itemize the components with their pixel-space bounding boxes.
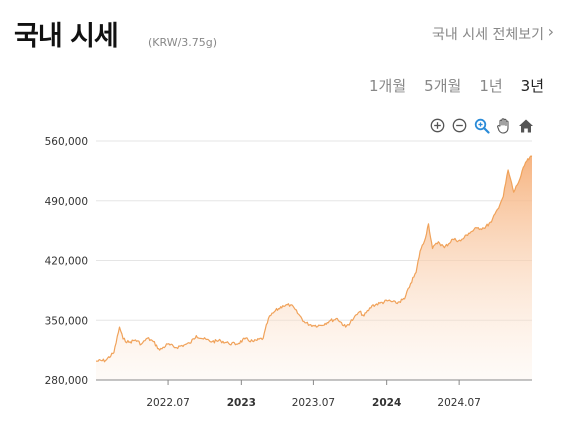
y-tick-label: 490,000 <box>45 196 88 208</box>
home-icon[interactable] <box>516 116 535 135</box>
x-tick-label: 2022.07 <box>146 397 189 409</box>
price-line <box>95 155 533 363</box>
x-tick-label: 2024.07 <box>437 397 480 409</box>
y-tick-label: 560,000 <box>45 136 88 148</box>
view-all-link[interactable]: 국내 시세 전체보기 <box>432 27 544 43</box>
unit-label: (KRW/3.75g) <box>148 36 218 49</box>
page-title: 국내 시세 <box>14 21 119 52</box>
chevron-right-icon[interactable]: › <box>547 22 554 41</box>
tab-1-year[interactable]: 1년 <box>479 77 503 95</box>
tab-1-month[interactable]: 1개월 <box>369 77 407 95</box>
magnifier-icon[interactable] <box>472 116 491 135</box>
x-tick-label: 2023 <box>227 397 256 409</box>
y-tick-label: 350,000 <box>45 315 88 327</box>
y-tick-label: 280,000 <box>45 375 88 387</box>
zoom-out-icon[interactable] <box>450 116 469 135</box>
chart-toolbar <box>428 116 535 135</box>
tab-3-years[interactable]: 3년 <box>520 77 544 95</box>
x-tick-label: 2024 <box>372 397 401 409</box>
pan-hand-icon[interactable] <box>494 116 513 135</box>
y-tick-label: 420,000 <box>45 256 88 268</box>
price-area-fill <box>96 156 532 380</box>
tab-5-months[interactable]: 5개월 <box>424 77 462 95</box>
zoom-in-icon[interactable] <box>428 116 447 135</box>
period-tabs: 1개월 5개월 1년 3년 <box>369 75 544 96</box>
x-tick-label: 2023.07 <box>292 397 335 409</box>
